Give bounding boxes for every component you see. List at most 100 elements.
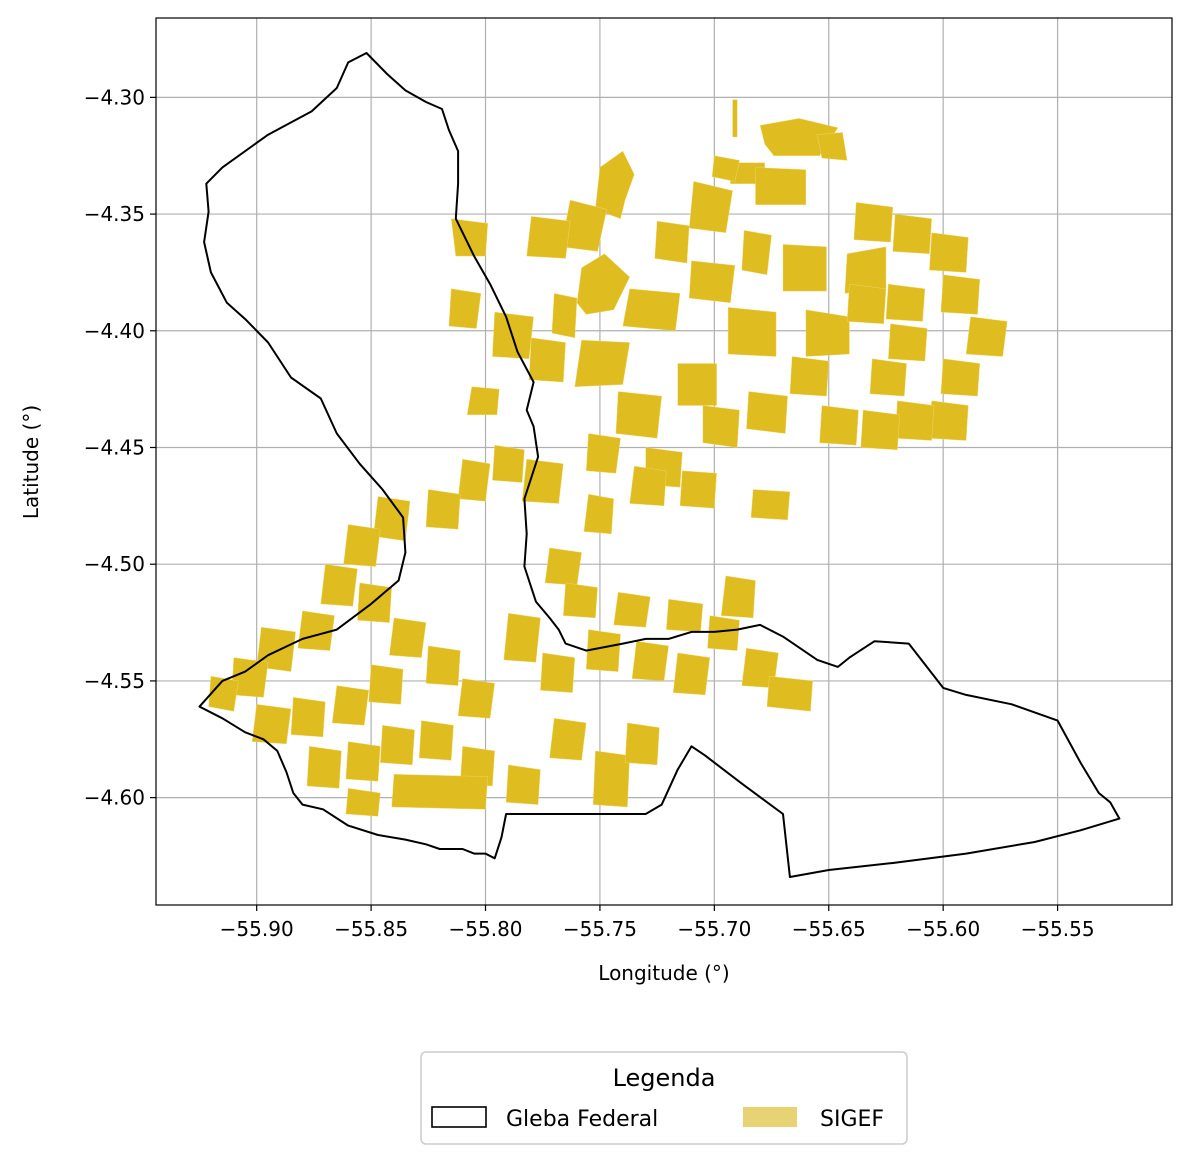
sigef-parcel <box>492 444 525 483</box>
sigef-parcel <box>629 465 667 507</box>
sigef-parcel <box>551 293 578 339</box>
sigef-parcel <box>540 652 576 693</box>
sigef-parcel <box>521 458 564 504</box>
sigef-parcel <box>549 718 587 761</box>
sigef-parcel <box>860 409 900 451</box>
sigef-parcel <box>732 99 738 138</box>
axes-frame <box>155 17 1173 906</box>
x-axis-label: Longitude (°) <box>598 961 729 985</box>
sigef-parcel <box>391 774 489 810</box>
sigef-parcel <box>666 598 704 633</box>
sigef-parcel <box>819 405 859 446</box>
x-ticks: −55.90 −55.85 −55.80 −55.75 −55.70 −55.65 −55.… <box>220 905 1095 941</box>
sigef-parcel <box>654 220 690 264</box>
sigef-parcel <box>297 610 335 651</box>
sigef-parcel <box>929 232 969 273</box>
sigef-parcel <box>885 283 926 322</box>
x-tick-label: −55.60 <box>906 917 980 941</box>
sigef-parcel <box>320 563 358 607</box>
sigef-parcel <box>528 337 566 383</box>
y-tick-label: −4.40 <box>84 319 145 343</box>
sigef-parcel <box>368 664 404 705</box>
sigef-parcel <box>817 132 848 161</box>
y-tick-label: −4.45 <box>84 435 145 459</box>
sigef-parcel <box>741 230 772 276</box>
sigef-parcel <box>380 725 415 766</box>
sigef-parcel <box>256 626 296 672</box>
sigef-parcel <box>782 244 827 292</box>
sigef-parcel <box>624 722 660 766</box>
gleba-federal-outline <box>198 52 1121 878</box>
sigef-parcel <box>688 260 736 304</box>
sigef-parcel <box>574 339 630 388</box>
sigef-parcel <box>677 363 717 406</box>
legend-swatch-gleba <box>431 1106 487 1128</box>
sigef-parcel <box>892 213 932 255</box>
sigef-parcel <box>448 288 482 329</box>
sigef-parcel <box>846 283 887 325</box>
sigef-parcel <box>595 150 635 219</box>
sigef-parcel <box>457 458 491 502</box>
sigef-parcel <box>631 640 669 682</box>
sigef-parcel <box>853 202 894 243</box>
sigef-parcel <box>869 358 907 397</box>
y-ticks: −4.30 −4.35 −4.40 −4.45 −4.50 −4.55 −4.60 <box>84 85 156 810</box>
sigef-parcel <box>585 433 621 474</box>
sigef-parcel <box>894 400 935 441</box>
sigef-parcel <box>750 489 791 521</box>
sigef-parcel <box>672 652 711 696</box>
sigef-parcel <box>622 288 681 332</box>
y-axis-label: Latitude (°) <box>19 405 43 519</box>
sigef-parcel <box>503 612 541 663</box>
sigef-parcel <box>505 764 541 805</box>
sigef-parcel <box>563 582 598 619</box>
y-tick-label: −4.35 <box>84 202 145 226</box>
sigef-parcel <box>331 685 370 726</box>
sigef-parcel <box>711 155 740 182</box>
y-tick-label: −4.50 <box>84 552 145 576</box>
sigef-parcel <box>929 400 969 441</box>
sigef-parcel <box>688 181 733 233</box>
sigef-parcel <box>306 746 342 789</box>
sigef-parcel <box>759 118 839 156</box>
sigef-parcel <box>290 697 326 738</box>
sigef-parcel <box>345 788 381 817</box>
y-tick-label: −4.55 <box>84 669 145 693</box>
x-tick-label: −55.70 <box>677 917 751 941</box>
sigef-parcel <box>576 253 630 315</box>
sigef-parcel <box>466 386 500 415</box>
sigef-parcel <box>755 167 807 205</box>
x-tick-label: −55.75 <box>563 917 637 941</box>
legend: Legenda Gleba Federal SIGEF <box>420 1051 908 1145</box>
sigef-parcel <box>526 216 571 259</box>
sigef-parcel <box>613 591 651 628</box>
legend-label-gleba: Gleba Federal <box>506 1107 658 1132</box>
sigef-parcel <box>720 575 756 619</box>
sigef-parcel <box>940 274 981 315</box>
sigef-parcel <box>727 307 777 357</box>
sigef-parcel <box>583 493 614 535</box>
legend-title: Legenda <box>613 1064 716 1092</box>
sigef-parcel <box>592 750 630 808</box>
x-tick-label: −55.55 <box>1021 917 1095 941</box>
sigef-parcel <box>457 678 495 719</box>
x-tick-label: −55.80 <box>449 917 523 941</box>
y-tick-label: −4.60 <box>84 786 145 810</box>
sigef-parcel <box>343 524 381 567</box>
legend-swatch-sigef <box>743 1107 797 1127</box>
sigef-parcel <box>425 645 461 686</box>
sigef-parcel <box>357 582 392 623</box>
sigef-parcel <box>251 704 292 745</box>
x-tick-label: −55.90 <box>220 917 294 941</box>
sigef-parcel <box>679 470 717 509</box>
sigef-parcel <box>425 489 461 530</box>
sigef-parcel <box>389 617 427 658</box>
sigef-parcel <box>789 356 830 397</box>
sigef-parcel <box>544 547 582 586</box>
sigef-parcel <box>707 615 740 651</box>
sigef-parcel <box>345 741 381 782</box>
x-tick-label: −55.65 <box>792 917 866 941</box>
sigef-parcel <box>585 629 621 672</box>
sigef-parcel <box>702 405 740 448</box>
